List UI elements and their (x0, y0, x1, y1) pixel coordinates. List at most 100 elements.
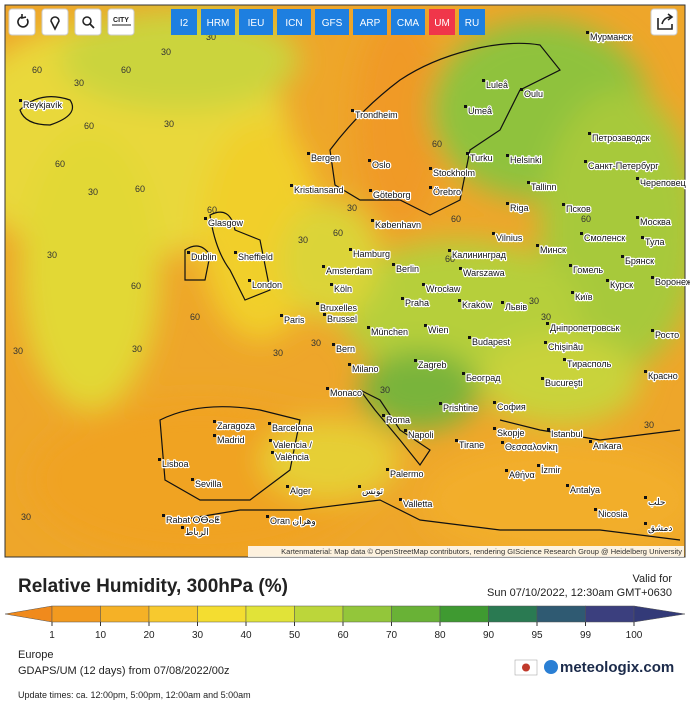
city-label: Kraków (462, 300, 493, 310)
city-marker (404, 429, 407, 432)
city-marker (322, 265, 325, 268)
model-button[interactable] (459, 9, 485, 35)
city-label: Istanbul (551, 429, 583, 439)
model-run: GDAPS/UM (12 days) from 07/08/2022/00z (18, 665, 230, 677)
contour-label: 60 (55, 159, 65, 169)
colorbar-tick-label: 60 (337, 630, 349, 641)
city-label: Rabat ⵔⴱⴰⵟ (166, 515, 220, 525)
city-label: Росто (655, 330, 679, 340)
city-marker (386, 468, 389, 471)
colorbar-over (633, 605, 686, 623)
colorbar-tick-label: 100 (626, 630, 643, 641)
city-marker (181, 526, 184, 529)
city-label: Мурманск (590, 32, 632, 42)
humidity-field (5, 5, 685, 557)
city-label: Минск (540, 245, 566, 255)
city-marker (506, 202, 509, 205)
attribution-box (248, 546, 684, 557)
city-label: Milano (352, 364, 379, 374)
city-marker (439, 402, 442, 405)
contour-label: 60 (131, 281, 141, 291)
model-button[interactable] (239, 9, 273, 35)
city-label: Lisboa (162, 459, 189, 469)
city-label: Dublin (191, 252, 217, 262)
city-label: Luleå (486, 80, 508, 90)
city-marker (399, 498, 402, 501)
city-marker (563, 358, 566, 361)
model-button[interactable] (171, 9, 197, 35)
model-button[interactable] (429, 9, 455, 35)
contour-label: 60 (207, 205, 217, 215)
share-button[interactable] (650, 8, 678, 36)
colorbar-tick-label: 1 (49, 630, 55, 641)
city-label: Chişinău (548, 342, 583, 352)
city-marker (266, 515, 269, 518)
refresh-button[interactable] (8, 8, 36, 36)
model-button-label[interactable]: UM (434, 18, 450, 29)
contour-label: 60 (445, 254, 455, 264)
contour-label: 30 (161, 47, 171, 57)
contour-label: 30 (347, 203, 357, 213)
city-label: Reykjavík (23, 100, 63, 110)
model-button-label[interactable]: RU (465, 18, 479, 29)
city-marker (392, 263, 395, 266)
model-button[interactable] (353, 9, 387, 35)
city-marker (213, 420, 216, 423)
city-marker (459, 267, 462, 270)
model-button[interactable] (391, 9, 425, 35)
city-marker (19, 99, 22, 102)
colorbar-segment (585, 605, 635, 623)
brand[interactable]: meteologix.com (560, 659, 674, 676)
city-label: Nicosia (598, 509, 628, 519)
city-label: Barcelona (272, 423, 313, 433)
model-button[interactable] (277, 9, 311, 35)
city-button[interactable] (107, 8, 135, 36)
colorbar-tick-label: 20 (143, 630, 155, 641)
city-marker (448, 249, 451, 252)
city-label: Paris (284, 315, 305, 325)
model-button-label[interactable]: ARP (360, 18, 381, 29)
city-button-label[interactable]: CITY (113, 17, 129, 24)
city-label: Брянск (625, 256, 654, 266)
city-marker (323, 313, 326, 316)
city-label: Oslo (372, 160, 391, 170)
legend-title: Relative Humidity, 300hPa (%) (18, 576, 288, 597)
city-marker (458, 299, 461, 302)
contour-label: 30 (298, 235, 308, 245)
brand-logo (544, 660, 558, 674)
city-marker (636, 177, 639, 180)
model-button[interactable] (315, 9, 349, 35)
city-marker (493, 427, 496, 430)
city-marker (316, 302, 319, 305)
city-marker (424, 324, 427, 327)
city-label: München (371, 327, 408, 337)
city-label: Palermo (390, 469, 424, 479)
model-button-label[interactable]: HRM (207, 18, 230, 29)
city-label: دمشق (648, 523, 672, 533)
model-button-label[interactable]: I2 (180, 18, 189, 29)
zoom-icon-handle (89, 23, 95, 29)
city-marker (544, 341, 547, 344)
model-button-label[interactable]: ICN (285, 18, 302, 29)
model-button-label[interactable]: CMA (397, 18, 420, 29)
city-label: Курск (610, 280, 633, 290)
colorbar-tick-label: 30 (192, 630, 204, 641)
model-button[interactable] (201, 9, 235, 35)
city-marker (332, 343, 335, 346)
colorbar-under (4, 605, 53, 623)
zoom-button[interactable] (74, 8, 102, 36)
location-button[interactable] (41, 8, 69, 36)
location-icon (50, 16, 60, 31)
city-marker (286, 485, 289, 488)
city-marker (651, 276, 654, 279)
city-label: Bucureşti (545, 378, 583, 388)
city-label: Tirane (459, 440, 484, 450)
model-button-label[interactable]: GFS (322, 18, 343, 29)
model-button-label[interactable]: IEU (248, 18, 265, 29)
city-label: Berlin (396, 264, 419, 274)
city-marker (594, 508, 597, 511)
city-marker (464, 105, 467, 108)
city-label: Stockholm (433, 168, 475, 178)
city-marker (651, 329, 654, 332)
